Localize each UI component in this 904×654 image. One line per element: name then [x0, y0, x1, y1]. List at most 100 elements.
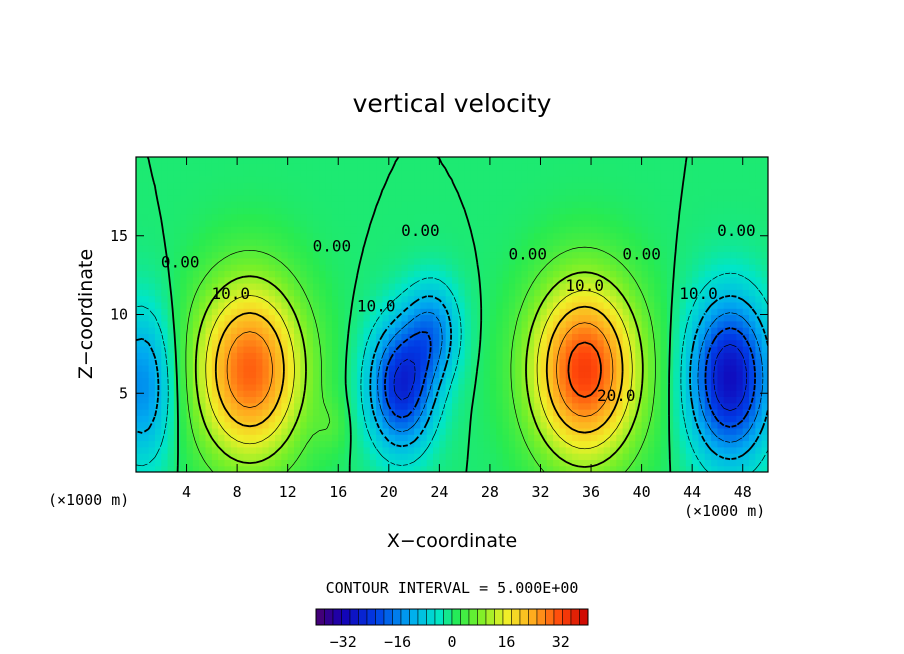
field-cell: [673, 427, 681, 435]
field-cell: [249, 220, 257, 227]
field-cell: [717, 182, 725, 190]
field-cell: [395, 257, 403, 265]
field-cell: [698, 346, 706, 353]
field-cell: [483, 157, 491, 164]
field-cell: [376, 226, 384, 234]
field-cell: [527, 207, 535, 215]
field-cell: [496, 415, 504, 423]
field-cell: [287, 169, 295, 177]
field-cell: [660, 220, 668, 227]
field-cell: [654, 415, 662, 423]
field-cell: [458, 421, 466, 429]
field-cell: [540, 377, 548, 385]
field-cell: [578, 314, 586, 322]
field-cell: [445, 396, 453, 404]
field-cell: [357, 308, 365, 316]
field-cell: [496, 182, 504, 190]
field-cell: [319, 213, 327, 221]
field-cell: [407, 245, 415, 253]
field-cell: [287, 377, 295, 385]
field-cell: [161, 276, 169, 284]
field-cell: [376, 421, 384, 429]
field-cell: [357, 295, 365, 303]
field-cell: [376, 251, 384, 259]
field-cell: [464, 232, 472, 240]
field-cell: [136, 163, 143, 171]
field-cell: [148, 308, 156, 316]
field-cell: [407, 327, 415, 334]
field-cell: [249, 270, 257, 278]
field-cell: [154, 415, 162, 423]
field-cell: [534, 421, 542, 429]
field-cell: [243, 371, 251, 379]
field-cell: [161, 446, 169, 454]
field-cell: [312, 182, 320, 190]
field-cell: [407, 226, 415, 234]
field-cell: [205, 434, 213, 442]
field-cell: [142, 390, 150, 397]
field-cell: [369, 226, 377, 234]
field-cell: [243, 396, 251, 404]
field-cell: [591, 220, 598, 227]
field-cell: [186, 453, 194, 460]
field-cell: [281, 371, 289, 379]
field-cell: [610, 371, 617, 379]
field-cell: [704, 270, 712, 278]
field-cell: [736, 333, 744, 341]
field-cell: [331, 465, 339, 472]
field-cell: [338, 182, 346, 190]
field-cell: [376, 446, 384, 454]
field-cell: [553, 301, 561, 309]
field-cell: [717, 459, 725, 467]
field-cell: [559, 333, 567, 341]
field-cell: [395, 276, 403, 284]
field-cell: [546, 333, 554, 341]
field-cell: [338, 264, 346, 271]
field-cell: [199, 402, 207, 410]
field-cell: [192, 245, 200, 253]
field-cell: [761, 213, 768, 221]
field-cell: [148, 207, 156, 215]
field-cell: [300, 409, 308, 416]
field-cell: [338, 257, 346, 265]
field-cell: [388, 346, 396, 353]
field-cell: [211, 434, 219, 442]
field-cell: [287, 371, 295, 379]
field-cell: [287, 383, 295, 391]
field-cell: [319, 308, 327, 316]
field-cell: [654, 238, 662, 246]
field-cell: [382, 409, 390, 416]
field-cell: [344, 358, 352, 366]
field-cell: [742, 232, 750, 240]
field-cell: [199, 175, 207, 183]
field-cell: [142, 226, 150, 234]
field-cell: [452, 270, 459, 278]
field-cell: [173, 320, 181, 328]
field-cell: [420, 213, 428, 221]
field-cell: [287, 276, 295, 284]
field-cell: [723, 220, 731, 227]
field-cell: [344, 390, 352, 397]
field-cell: [376, 396, 384, 404]
field-cell: [654, 314, 662, 322]
field-cell: [742, 207, 750, 215]
field-cell: [262, 201, 270, 208]
field-cell: [452, 314, 459, 322]
field-cell: [742, 352, 750, 360]
field-cell: [376, 427, 384, 435]
field-cell: [325, 157, 333, 164]
field-cell: [388, 333, 396, 341]
field-cell: [464, 327, 472, 334]
field-cell: [306, 264, 314, 271]
field-cell: [148, 421, 156, 429]
field-cell: [502, 427, 510, 435]
field-cell: [635, 182, 643, 190]
field-cell: [350, 194, 358, 202]
field-cell: [597, 320, 605, 328]
field-cell: [730, 465, 737, 472]
field-cell: [464, 383, 472, 391]
field-cell: [477, 207, 485, 215]
field-cell: [300, 295, 308, 303]
field-cell: [458, 327, 466, 334]
field-cell: [357, 289, 365, 297]
